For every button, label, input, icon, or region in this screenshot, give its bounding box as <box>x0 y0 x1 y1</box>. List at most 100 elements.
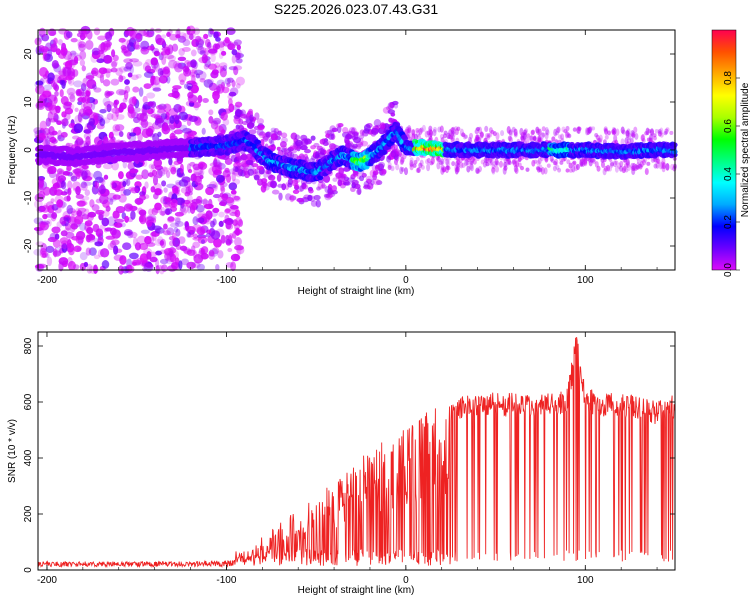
spectrogram-cell <box>76 32 84 38</box>
spectrogram-cell <box>144 181 149 189</box>
spectrogram-cell <box>50 198 55 204</box>
spectrogram-cell <box>200 168 205 176</box>
spectrogram-cell <box>70 175 78 182</box>
spectrogram-cell <box>492 131 497 137</box>
spectrogram-cell <box>409 159 414 168</box>
spectrogram-cell <box>437 126 442 133</box>
spectrogram-cell <box>324 130 333 135</box>
spectrogram-cell <box>154 28 162 33</box>
spectrogram-cell <box>118 90 127 96</box>
spectrogram-cell <box>75 186 81 196</box>
spectrogram-cell <box>484 132 489 140</box>
spectrogram-cell <box>78 41 86 48</box>
spectrogram-cell <box>111 128 122 136</box>
spectrogram-cell <box>83 101 93 110</box>
spectrogram-cell <box>415 127 420 133</box>
spectrogram-cell <box>257 124 265 131</box>
spectrogram-cell <box>579 156 584 163</box>
spectrogram-cell <box>149 168 156 179</box>
spectrogram-cell <box>337 122 344 128</box>
spectrogram-cell <box>84 189 91 197</box>
spectrogram-cell <box>146 101 155 107</box>
spectrogram-cell <box>148 163 156 170</box>
spectrogram-cell <box>635 164 640 170</box>
spectrogram-cell <box>170 166 177 175</box>
spectrogram-cell <box>240 113 248 119</box>
spectrogram-cell <box>409 157 414 164</box>
spectrogram-cell <box>140 119 149 128</box>
spectrogram-cell <box>79 251 88 261</box>
spectrogram-cell <box>220 234 226 244</box>
spectrogram-cell <box>174 220 184 228</box>
spectrogram-cell <box>234 101 243 108</box>
spectrogram-cell <box>657 131 662 137</box>
spectrogram-cell <box>182 32 191 41</box>
spectrogram-cell <box>456 163 461 168</box>
spectrogram-cell <box>439 160 443 166</box>
spectrogram-cell <box>190 84 200 94</box>
spectrogram-cell <box>399 159 404 165</box>
spectrogram-cell <box>114 99 120 105</box>
spectrogram-cell <box>665 163 670 171</box>
spectrogram-cell <box>476 126 480 132</box>
spectrogram-cell <box>351 179 359 186</box>
spectrogram-cell <box>118 194 127 203</box>
spectrogram-cell <box>316 186 321 191</box>
spectrogram-cell <box>107 243 115 250</box>
spectrogram-cell <box>270 139 275 147</box>
spectrogram-cell <box>648 137 653 142</box>
spectrogram-cell <box>604 134 609 140</box>
spectrogram-cell <box>136 112 145 121</box>
spectrogram-cell <box>85 75 95 80</box>
spectrogram-cell <box>343 181 351 186</box>
spectrogram-cell <box>187 169 193 174</box>
spectrogram-cell <box>143 71 154 78</box>
spectrogram-cell <box>39 78 45 87</box>
spectrogram-cell <box>596 138 601 144</box>
spectrogram-cell <box>50 43 58 53</box>
spectrogram-cell <box>459 128 464 137</box>
spectrogram-cell <box>343 176 350 182</box>
spectrogram-cell <box>289 194 295 203</box>
spectrogram-cell <box>189 69 198 78</box>
spectrogram-cell <box>141 169 149 180</box>
spectrogram-cell <box>445 165 450 170</box>
spectrogram-cell <box>146 92 156 99</box>
spectrogram-cell <box>445 165 449 174</box>
spectrogram-cell <box>40 205 50 213</box>
spectrogram-cell <box>39 120 48 131</box>
spectrogram-cell <box>466 165 471 173</box>
spectrogram-cell <box>517 162 522 168</box>
spectrogram-cell <box>235 58 243 64</box>
spectrogram-cell <box>416 130 420 138</box>
spectrogram-cell <box>511 159 516 165</box>
spectrogram-cell <box>181 202 189 207</box>
spectrogram-cell <box>421 124 426 132</box>
spectrogram-cell <box>81 170 88 180</box>
spectrogram-cell <box>664 128 669 135</box>
spectrogram-cell <box>213 161 223 168</box>
spectrogram-cell <box>494 158 499 166</box>
spectrogram-cell <box>463 134 468 139</box>
spectrogram-cell <box>56 168 65 175</box>
spectrogram-cell <box>439 133 444 140</box>
spectrogram-cell <box>220 183 225 192</box>
spectrogram-cell <box>626 138 631 144</box>
spectrogram-cell <box>60 47 68 56</box>
spectrogram-cell <box>80 83 87 92</box>
spectrogram-cell <box>101 260 110 269</box>
spectrogram-cell <box>531 129 535 135</box>
spectrogram-cell <box>437 156 442 163</box>
spectrogram-cell <box>251 163 259 168</box>
spectrogram-cell <box>126 264 133 272</box>
spectrogram-cell <box>566 159 571 165</box>
spectrogram-cell <box>149 251 157 258</box>
spectrogram-cell <box>331 127 339 132</box>
spectrogram-cell <box>486 134 491 140</box>
spectrogram-cell <box>79 222 87 232</box>
spectrogram-cell <box>625 129 630 137</box>
spectrogram-cell <box>109 227 117 236</box>
spectrogram-cell <box>161 166 168 175</box>
spectrogram-cell <box>63 188 70 194</box>
